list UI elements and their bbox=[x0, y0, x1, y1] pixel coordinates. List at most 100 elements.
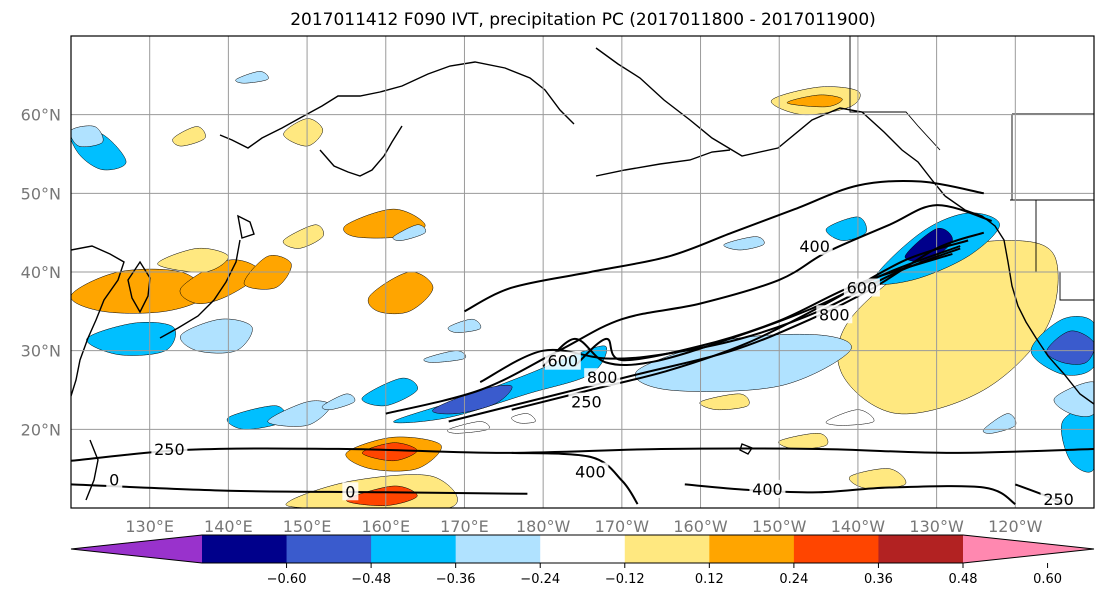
colorbar-label-3: −0.24 bbox=[520, 572, 560, 587]
x-tick-label-11: 120°W bbox=[988, 517, 1043, 536]
precip-region-36 bbox=[346, 485, 418, 506]
y-tick-label-1: 30°N bbox=[21, 342, 61, 361]
contour-label-bg bbox=[1040, 490, 1077, 508]
ivt-contour-250-2 bbox=[464, 179, 984, 313]
precip-region-47 bbox=[723, 236, 765, 251]
precip-region-44 bbox=[321, 393, 356, 411]
ivt-contour-250-7 bbox=[71, 447, 1094, 462]
precip-region-49 bbox=[235, 71, 269, 84]
x-tick-label-6: 170°W bbox=[595, 517, 650, 536]
contour-label-bg bbox=[568, 392, 605, 411]
border-us-states bbox=[1011, 113, 1094, 301]
colorbar-label-6: 0.24 bbox=[779, 572, 808, 587]
precip-region-51 bbox=[1053, 381, 1094, 417]
contour-label-bg bbox=[584, 368, 621, 387]
y-tick-label-2: 40°N bbox=[21, 263, 61, 282]
colorbar-label-5: 0.12 bbox=[695, 572, 724, 587]
colorbar-label-8: 0.48 bbox=[949, 572, 978, 587]
y-tick-labels: 20°N 30°N 40°N 50°N 60°N bbox=[21, 106, 61, 440]
colorbar-segment-4 bbox=[540, 535, 626, 563]
x-tick-label-9: 140°W bbox=[831, 517, 886, 536]
contour-label-1: 600 bbox=[847, 279, 878, 298]
coastline-china bbox=[71, 245, 125, 397]
border-alaska-canada bbox=[849, 36, 941, 151]
x-tick-label-5: 180°W bbox=[516, 517, 571, 536]
contour-label-5: 250 bbox=[571, 393, 602, 412]
precip-region-42 bbox=[180, 318, 253, 354]
precip-region-48 bbox=[71, 125, 104, 148]
contour-label-bg bbox=[151, 439, 188, 458]
coastline-siberia bbox=[219, 61, 575, 149]
contour-label-4: 800 bbox=[587, 368, 618, 387]
precip-region-39 bbox=[699, 393, 750, 411]
precip-region-38 bbox=[778, 433, 829, 450]
coastline-taiwan-philippines bbox=[85, 439, 99, 501]
y-tick-label-3: 50°N bbox=[21, 184, 61, 203]
precip-region-32 bbox=[786, 94, 843, 108]
precip-region-40 bbox=[283, 118, 324, 147]
x-tick-label-2: 150°E bbox=[283, 517, 332, 536]
contour-label-bg bbox=[796, 236, 833, 255]
precip-region-17 bbox=[86, 322, 176, 356]
x-tick-label-8: 150°W bbox=[752, 517, 807, 536]
contour-label-bg bbox=[342, 482, 359, 501]
colorbar-label-9: 0.60 bbox=[1033, 572, 1062, 587]
colorbar-segment-6 bbox=[709, 535, 795, 563]
colorbar-label-2: −0.36 bbox=[436, 572, 476, 587]
colorbar-segment-5 bbox=[624, 535, 710, 563]
contour-label-bg bbox=[572, 462, 609, 481]
contour-label-2: 800 bbox=[819, 305, 850, 324]
map-layer: 400 600 800 600 800 250 250 400 400 250 0 0 bbox=[71, 36, 1094, 509]
colorbar-outline bbox=[70, 534, 1095, 564]
contour-label-bg bbox=[106, 470, 123, 489]
map-frame bbox=[70, 35, 1095, 509]
y-tick-label-0: 20°N bbox=[21, 420, 61, 439]
contour-label-bg bbox=[843, 278, 880, 297]
precip-region-18 bbox=[361, 377, 418, 407]
precip-region-15 bbox=[1046, 330, 1094, 365]
grid-layer bbox=[71, 36, 1094, 508]
coastline-japan bbox=[159, 239, 241, 339]
precip-region-23 bbox=[367, 271, 434, 315]
precip-region-41 bbox=[172, 126, 206, 147]
colorbar-segment-0 bbox=[202, 535, 288, 563]
colorbar-segment-2 bbox=[371, 535, 457, 563]
x-tick-labels: 130°E 140°E 150°E 160°E 170°E 180°W 170°W 160°W… bbox=[125, 517, 1042, 536]
x-tick-label-1: 140°E bbox=[204, 517, 253, 536]
colorbar-segment-3 bbox=[455, 535, 541, 563]
colorbar-segment-7 bbox=[793, 535, 879, 563]
precipitation-anomaly-layer bbox=[71, 71, 1094, 508]
precip-region-29 bbox=[282, 224, 324, 249]
precip-region-21 bbox=[825, 216, 867, 241]
ivt-contour-400-4 bbox=[511, 239, 969, 411]
colorbar-segment-8 bbox=[878, 535, 964, 563]
precip-region-50 bbox=[392, 224, 426, 241]
x-tick-label-0: 130°E bbox=[125, 517, 174, 536]
contour-label-bg bbox=[544, 351, 581, 370]
colorbar-label-0: −0.60 bbox=[267, 572, 307, 587]
colorbar: −0.60 −0.48 −0.36 −0.24 −0.12 0.12 0.24 0.36 0.4… bbox=[70, 534, 1095, 587]
ivt-contour-250-0 bbox=[385, 204, 992, 415]
contour-label-0: 400 bbox=[799, 237, 830, 256]
chart-title: 2017011412 F090 IVT, precipitation PC (2… bbox=[290, 10, 876, 30]
colorbar-label-4: −0.12 bbox=[605, 572, 645, 587]
colorbar-extend-high bbox=[963, 535, 1094, 563]
x-tick-label-7: 160°W bbox=[673, 517, 728, 536]
contour-label-9: 250 bbox=[1043, 490, 1074, 509]
contour-label-3: 600 bbox=[548, 352, 579, 371]
precip-region-54 bbox=[511, 413, 536, 424]
coastline-hokkaido bbox=[237, 214, 255, 239]
precip-region-55 bbox=[825, 409, 875, 426]
contour-label-bg bbox=[816, 305, 853, 324]
coastline-alaska bbox=[595, 47, 946, 197]
colorbar-label-1: −0.48 bbox=[351, 572, 391, 587]
x-tick-label-4: 170°E bbox=[440, 517, 489, 536]
contour-label-10: 0 bbox=[109, 470, 119, 489]
ivt-contour-label-layer: 400 600 800 600 800 250 250 400 400 250 0 0 bbox=[106, 236, 1077, 509]
ivt-contour-400-10 bbox=[684, 483, 1016, 505]
colorbar-segment-1 bbox=[286, 535, 372, 563]
contour-label-6: 250 bbox=[154, 440, 185, 459]
contour-label-7: 400 bbox=[575, 463, 606, 482]
ivt-contour-250-8 bbox=[71, 483, 528, 495]
contour-label-11: 0 bbox=[345, 482, 355, 501]
